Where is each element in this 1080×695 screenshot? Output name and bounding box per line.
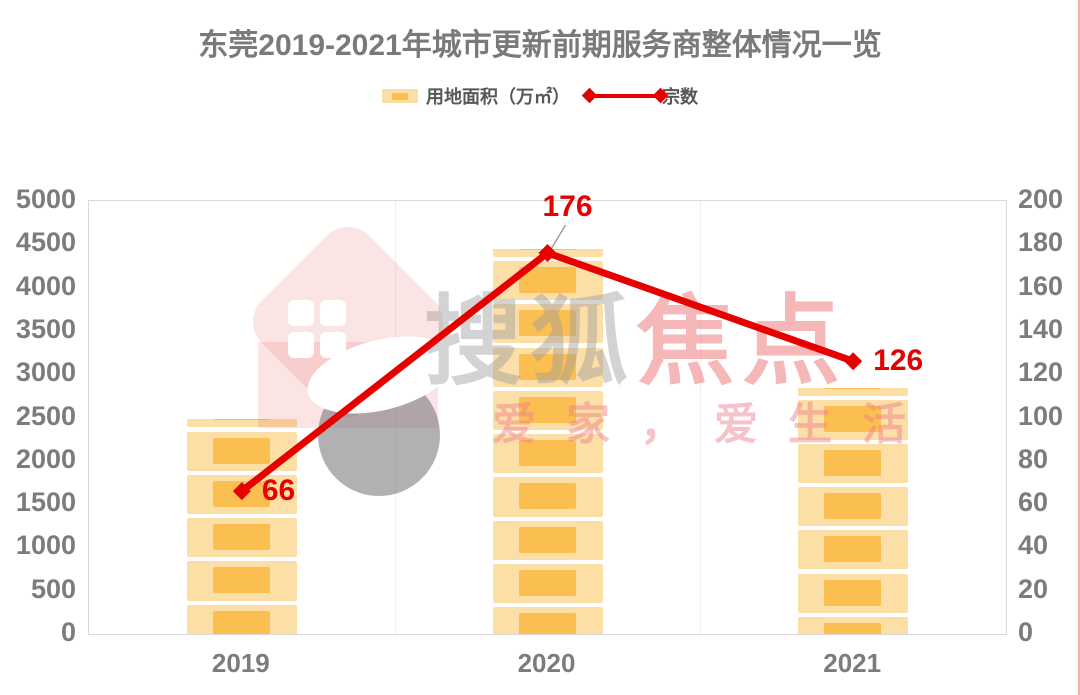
label-leader-line	[549, 224, 567, 251]
diamond-icon	[581, 87, 598, 104]
point-value-label: 126	[873, 344, 924, 378]
data-point-diamond-icon	[538, 243, 557, 262]
left-axis-tick: 2500	[15, 400, 76, 431]
right-axis-tick: 120	[1018, 357, 1064, 388]
bar-block-inner	[212, 610, 270, 634]
right-axis-tick: 200	[1018, 183, 1064, 214]
bar-block	[186, 419, 297, 428]
bar-block-inner	[824, 449, 882, 476]
right-axis-tick: 20	[1018, 573, 1049, 604]
bar-block	[492, 564, 603, 604]
left-axis-tick: 0	[60, 616, 76, 647]
right-axis-tick: 0	[1018, 616, 1034, 647]
bar-block	[798, 530, 909, 570]
left-y-axis: 5000 4500 4000 3500 3000 2500 2000 1500 1000 500 0	[0, 184, 76, 647]
bar-block-inner	[518, 440, 576, 467]
bar-block-inner	[518, 396, 576, 423]
bar-block	[186, 561, 297, 601]
bar-block	[186, 518, 297, 558]
bar-block-inner	[824, 579, 882, 606]
x-axis-label-2020: 2020	[517, 648, 576, 678]
bar-block	[492, 434, 603, 474]
x-axis-label-2021: 2021	[823, 648, 882, 678]
x-axis: 2019 2020 2021	[88, 648, 1005, 682]
bar-block-inner	[212, 419, 270, 421]
bar-series-legend-label: 用地面积（万㎡）	[426, 87, 570, 107]
bar-block	[186, 604, 297, 634]
bar-series-swatch-icon	[382, 89, 418, 103]
bar-block-inner	[518, 570, 576, 597]
chart-title: 东莞2019-2021年城市更新前期服务商整体情况一览	[198, 29, 882, 62]
line-series-legend-label: 宗数	[662, 87, 698, 107]
bar-block-inner	[518, 613, 576, 634]
data-point-diamond-icon	[232, 482, 251, 501]
line-series-path	[239, 249, 855, 494]
bar-block-inner	[824, 492, 882, 519]
left-axis-tick: 4500	[15, 227, 76, 258]
bar-block	[492, 304, 603, 344]
right-axis-tick: 80	[1018, 443, 1049, 474]
bar-block	[798, 486, 909, 527]
bar-2020	[492, 248, 603, 634]
plot-area: 66 176 126	[88, 190, 1007, 635]
left-axis-tick: 4000	[15, 270, 76, 301]
bar-block	[492, 390, 603, 431]
left-axis-tick: 3500	[15, 313, 76, 344]
bar-block	[798, 400, 909, 440]
bar-block	[798, 573, 909, 613]
bar-block	[798, 616, 909, 634]
left-axis-tick: 1500	[15, 486, 76, 517]
left-axis-tick: 3000	[15, 357, 76, 388]
bar-block-inner	[824, 406, 882, 433]
bar-block-inner	[212, 524, 270, 551]
bar-2019	[186, 419, 297, 634]
line-series-layer	[232, 224, 863, 501]
chart-legend: 用地面积（万㎡） 宗数	[0, 83, 1080, 109]
bar-block	[798, 443, 909, 483]
bar-block-inner	[824, 388, 882, 390]
left-axis-tick: 1000	[15, 530, 76, 561]
right-edge-red-line	[1078, 0, 1080, 695]
bar-block-inner	[212, 567, 270, 594]
bar-block-inner	[212, 437, 270, 464]
category-gridline	[700, 201, 702, 634]
bar-block-inner	[518, 353, 576, 380]
left-axis-tick: 2000	[15, 443, 76, 474]
line-series-marker-icon	[581, 87, 669, 104]
right-y-axis: 200 180 160 140 120 100 80 60 40 20 0	[1018, 184, 1078, 647]
right-axis-tick: 180	[1018, 227, 1064, 258]
right-axis-tick: 140	[1018, 313, 1064, 344]
bar-block	[492, 477, 603, 517]
bar-swatch-inner-icon	[392, 93, 408, 100]
bar-block	[492, 607, 603, 634]
bar-block	[492, 520, 603, 560]
data-point-diamond-icon	[844, 352, 863, 371]
right-axis-tick: 60	[1018, 486, 1049, 517]
right-axis-tick: 160	[1018, 270, 1064, 301]
left-axis-tick: 5000	[15, 183, 76, 214]
point-value-label: 66	[261, 474, 296, 508]
bar-block-inner	[518, 483, 576, 510]
right-axis-tick: 40	[1018, 530, 1049, 561]
left-axis-tick: 500	[30, 573, 76, 604]
bar-block	[798, 388, 909, 397]
bar-block-inner	[824, 536, 882, 563]
bar-block	[492, 347, 603, 387]
bar-2021	[798, 388, 909, 634]
right-axis-tick: 100	[1018, 400, 1064, 431]
bar-block-inner	[824, 622, 882, 634]
x-axis-label-2019: 2019	[211, 648, 270, 678]
bar-block-inner	[518, 310, 576, 337]
bar-block-inner	[518, 526, 576, 553]
point-value-label: 176	[542, 189, 593, 223]
